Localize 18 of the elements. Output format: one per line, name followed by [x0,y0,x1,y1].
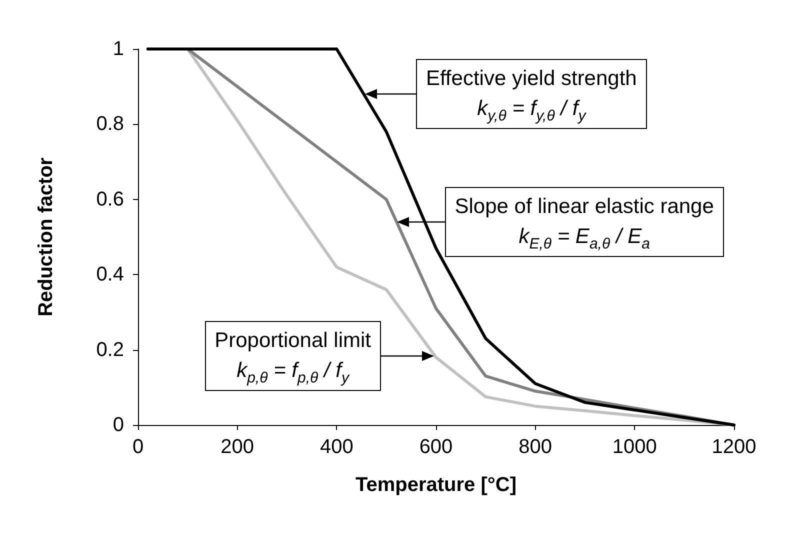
x-tick-label: 400 [320,436,354,458]
y-tick-label: 0 [112,414,124,436]
x-tick-label: 0 [132,436,144,458]
y-tick-label: 1 [112,38,124,60]
x-tick-label: 600 [419,436,453,458]
annotation: Effective yield strength k$_{y,θ}$ = f$_{y,θ}$ / f$_{y}$ [426,66,637,124]
x-tick-label: 800 [518,436,552,458]
y-tick-label: 0.8 [96,113,124,136]
annotation: Slope of linear elastic range k$_{E,θ}$ = E$_{a,θ}$ / E$_{a}$ [454,194,714,252]
annotation: Proportional limit k$_{p,θ}$ = f$_{p,θ}$ / f$_{y}$ [214,328,371,386]
x-tick-label: 1000 [612,436,657,458]
y-tick-label: 0.6 [96,188,124,210]
y-axis-title: Reduction factor [35,157,57,316]
y-tick-label: 0.4 [96,264,124,286]
x-axis-title: Temperature [°C] [356,474,516,496]
y-tick-label: 0.2 [96,338,124,361]
x-tick-label: 1200 [712,436,756,458]
x-tick-label: 200 [220,436,254,458]
